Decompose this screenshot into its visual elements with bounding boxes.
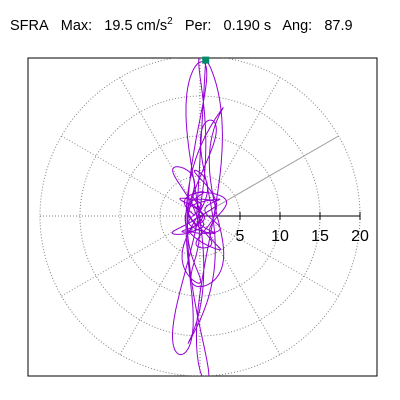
trace-path — [171, 58, 228, 376]
per-label: Per: — [184, 18, 212, 34]
peak-marks — [202, 56, 210, 64]
max-unit-exponent: 2 — [167, 16, 173, 28]
per-value: 0.190 s — [223, 18, 272, 34]
grid-spoke — [199, 77, 281, 217]
component-label: SFRA — [10, 18, 49, 34]
tick-label: 20 — [351, 228, 369, 245]
orbit-trace — [171, 58, 228, 376]
max-label: Max: — [60, 18, 93, 34]
ang-value: 87.9 — [324, 18, 353, 34]
radial-axis: 5 10 15 20 — [200, 212, 369, 245]
peak-marker — [202, 56, 210, 64]
grid-spoke — [61, 135, 201, 217]
ang-label: Ang: — [282, 18, 313, 34]
tick-label: 10 — [271, 228, 289, 245]
tick-label: 5 — [236, 228, 245, 245]
direction-line — [199, 135, 339, 217]
chart-title: SFRA Max: 19.5 cm/s2 Per: 0.190 s Ang: 8… — [10, 16, 353, 34]
tick-label: 15 — [311, 228, 329, 245]
max-value: 19.5 — [104, 18, 133, 34]
max-unit: cm/s — [136, 18, 168, 34]
